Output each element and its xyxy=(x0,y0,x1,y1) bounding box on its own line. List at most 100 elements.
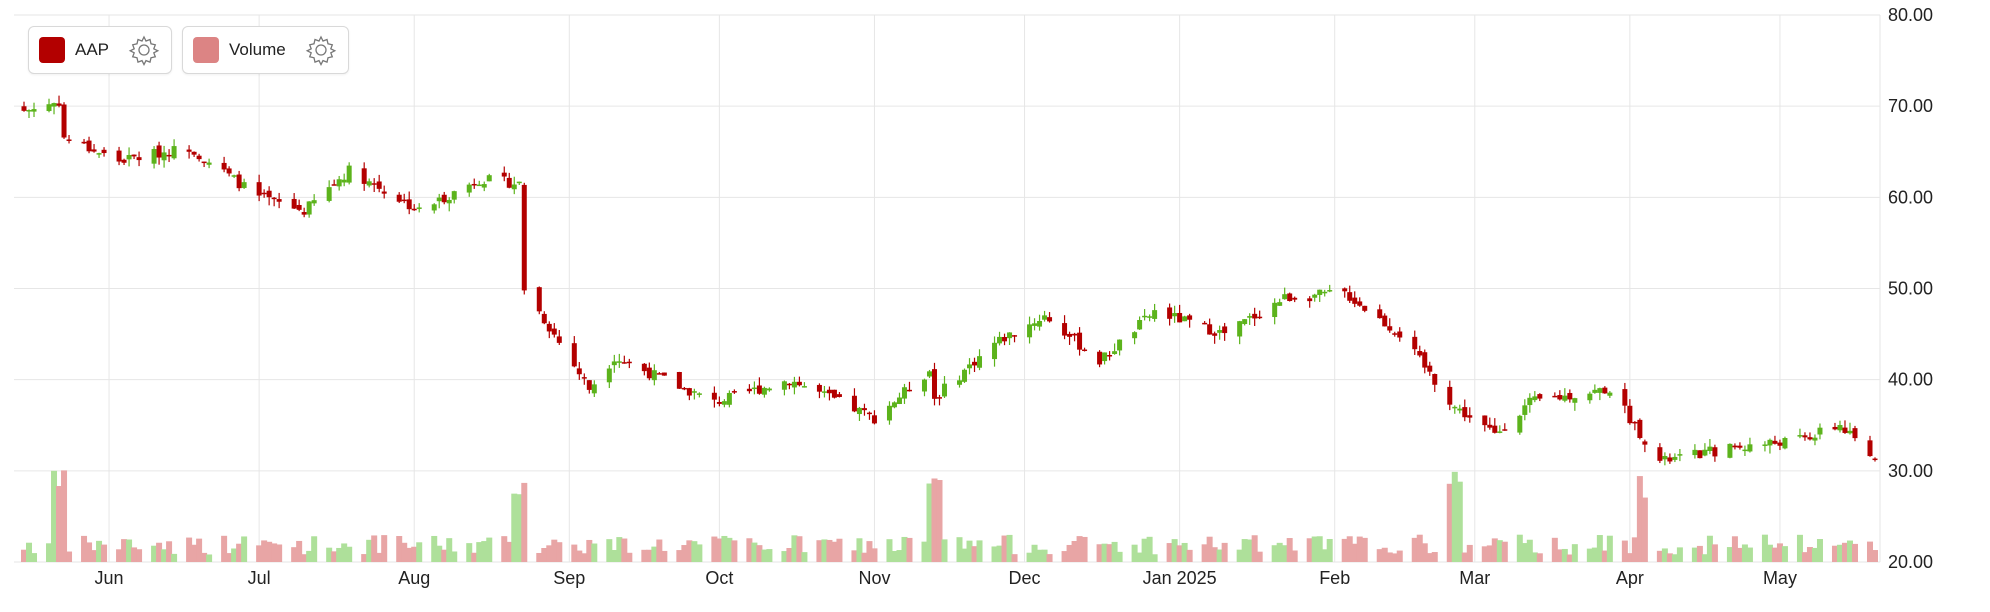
volume-bar xyxy=(541,547,548,562)
candle-body xyxy=(371,183,377,185)
volume-bar xyxy=(1491,538,1498,562)
candle-body xyxy=(156,145,162,158)
volume-bar xyxy=(1311,536,1318,562)
candle-body xyxy=(556,336,562,343)
volume-bar xyxy=(571,544,578,562)
volume-bar xyxy=(341,543,348,562)
volume-bar xyxy=(511,493,518,562)
candle-body xyxy=(1327,290,1333,292)
candle-body xyxy=(871,415,877,424)
candle-body xyxy=(661,372,667,376)
gear-icon[interactable] xyxy=(304,33,338,67)
volume-bar xyxy=(1596,535,1603,562)
volume-bar xyxy=(586,539,593,562)
volume-bar xyxy=(196,538,203,562)
volume-bar xyxy=(931,478,938,562)
volume-bar xyxy=(1496,540,1503,562)
candle-body xyxy=(226,168,232,174)
volume-bar xyxy=(1451,471,1458,562)
candle-body xyxy=(1562,395,1568,401)
candle-body xyxy=(1727,443,1733,458)
volume-bar xyxy=(1361,537,1368,562)
volume-bar xyxy=(1166,543,1173,562)
volume-bar xyxy=(691,541,698,562)
volume-bar xyxy=(1396,550,1403,562)
volume-bar xyxy=(836,538,843,562)
candle-body xyxy=(1187,315,1193,320)
candle-body xyxy=(921,379,927,392)
volume-bar xyxy=(1001,535,1008,562)
candle-body xyxy=(571,343,577,367)
volume-bar xyxy=(411,546,418,562)
legend-item-aap[interactable]: AAP xyxy=(28,26,173,74)
candle-body xyxy=(481,184,487,188)
volume-bar xyxy=(291,547,298,562)
volume-bar xyxy=(1516,534,1523,562)
candle-body xyxy=(1007,332,1013,339)
candle-body xyxy=(1222,326,1228,334)
volume-bar xyxy=(746,538,753,562)
legend-label-volume: Volume xyxy=(229,40,286,59)
volume-bar xyxy=(1316,536,1323,562)
legend-item-volume[interactable]: Volume xyxy=(182,26,349,74)
candle-body xyxy=(1137,319,1143,330)
volume-bar xyxy=(1096,544,1103,562)
volume-bar xyxy=(406,547,413,562)
volume-bar xyxy=(1071,541,1078,562)
candle-body xyxy=(56,103,62,106)
volume-bar xyxy=(1776,543,1783,562)
candle-body xyxy=(1537,394,1543,399)
candle-body xyxy=(731,391,737,393)
volume-bar xyxy=(1811,547,1818,562)
volume-bar xyxy=(116,549,123,562)
candle-body xyxy=(1552,395,1558,398)
candle-body xyxy=(551,328,557,335)
x-tick-label: Dec xyxy=(1009,568,1041,588)
volume-bar xyxy=(1061,551,1068,562)
candle-body xyxy=(1732,445,1738,448)
candle-body xyxy=(1107,355,1113,357)
candle-body xyxy=(906,389,912,392)
candle-body xyxy=(1867,440,1873,457)
volume-bar xyxy=(1171,539,1178,562)
candle-body xyxy=(621,362,627,364)
candle-body xyxy=(276,199,282,202)
candle-body xyxy=(336,179,342,187)
candle-body xyxy=(1287,293,1293,302)
volume-bar xyxy=(1561,548,1568,562)
candle-body xyxy=(646,367,652,379)
candle-body xyxy=(967,364,973,369)
volume-bar xyxy=(896,550,903,562)
candle-body xyxy=(1422,352,1428,368)
candle-body xyxy=(901,387,907,399)
volume-bar xyxy=(711,536,718,562)
volume-bar xyxy=(486,537,493,562)
candle-body xyxy=(831,389,837,398)
volume-bar xyxy=(1186,549,1193,562)
volume-bar xyxy=(1376,549,1383,562)
candle-body xyxy=(121,159,127,163)
volume-bar xyxy=(21,549,28,562)
candle-body xyxy=(266,190,272,198)
candle-body xyxy=(1317,289,1323,295)
volume-bar xyxy=(221,535,228,562)
volume-bar xyxy=(581,553,588,562)
volume-bar xyxy=(1106,544,1113,562)
candle-body xyxy=(441,194,447,203)
candle-body xyxy=(1802,435,1808,438)
candle-body xyxy=(1417,351,1423,356)
volume-bar xyxy=(1116,551,1123,562)
candle-body xyxy=(791,381,797,388)
volume-bar xyxy=(676,550,683,562)
volume-bar xyxy=(1291,550,1298,562)
gear-icon[interactable] xyxy=(127,33,161,67)
candle-body xyxy=(196,155,202,160)
candle-body xyxy=(446,199,452,204)
volume-bar xyxy=(521,482,528,562)
volume-bar xyxy=(1676,547,1683,562)
volume-bar xyxy=(1386,552,1393,562)
candle-body xyxy=(641,363,647,372)
volume-bar xyxy=(1326,538,1333,562)
volume-bar xyxy=(266,541,273,562)
